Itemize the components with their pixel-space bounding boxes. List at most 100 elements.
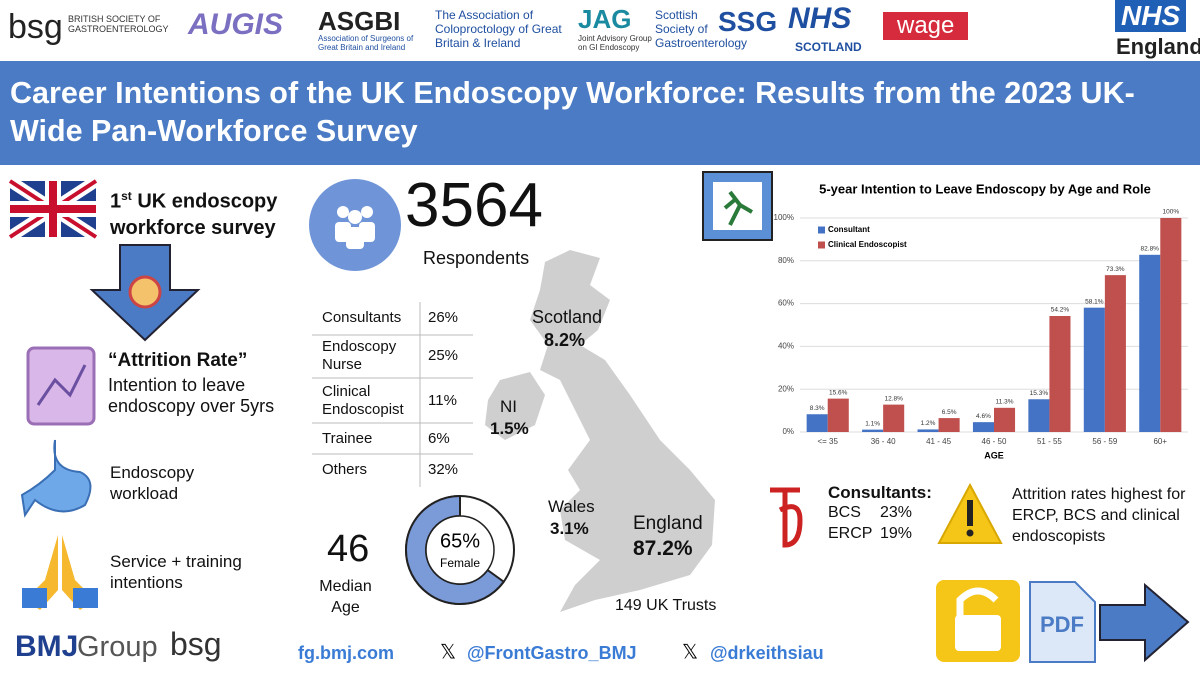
x-tick-label: 36 - 40 bbox=[871, 437, 896, 446]
value-label: 1.1% bbox=[865, 420, 880, 427]
role: Trainee bbox=[322, 430, 373, 447]
trusts: 149 UK Trusts bbox=[615, 597, 717, 614]
people-icon bbox=[309, 179, 401, 271]
value-label: 1.2% bbox=[921, 420, 936, 427]
region: NI bbox=[500, 397, 517, 416]
workload: Endoscopy workload bbox=[110, 463, 195, 503]
donut-label: Female bbox=[440, 556, 480, 570]
bsg-logo: bsg bbox=[170, 626, 222, 662]
procedure-share: 19% bbox=[880, 525, 913, 542]
role-share: 26% bbox=[428, 309, 459, 326]
sleeve bbox=[73, 588, 98, 608]
region-share: 3.1% bbox=[550, 519, 589, 538]
bar bbox=[1049, 316, 1071, 432]
median-age-label: Median Age bbox=[319, 578, 372, 616]
intentions: Service + training intentions bbox=[110, 552, 242, 592]
value-label: 12.8% bbox=[884, 395, 903, 402]
attrition-title: “Attrition Rate” bbox=[108, 350, 248, 371]
donut-chart: 65% Female bbox=[405, 494, 515, 605]
pdf-label: PDF bbox=[1040, 612, 1084, 637]
value-label: 11.3% bbox=[996, 399, 1014, 406]
value-label: 6.5% bbox=[942, 409, 957, 416]
logo: NHS bbox=[1115, 0, 1187, 32]
value-label: 15.3% bbox=[1030, 390, 1049, 397]
bar bbox=[806, 414, 828, 432]
pdf-icon bbox=[1029, 581, 1096, 663]
map-gb bbox=[530, 250, 715, 612]
legend-label: Consultant bbox=[828, 225, 870, 234]
x-icon: 𝕏 bbox=[682, 641, 698, 663]
bar bbox=[1160, 218, 1182, 432]
role-share: 32% bbox=[428, 461, 459, 478]
role: Clinical Endoscopist bbox=[322, 383, 404, 418]
region: Wales bbox=[548, 497, 595, 516]
bar bbox=[938, 418, 960, 432]
role-share: 25% bbox=[428, 347, 459, 364]
link[interactable]: @drkeithsiau bbox=[710, 643, 824, 663]
bar bbox=[883, 404, 905, 432]
x-tick-label: 56 - 59 bbox=[1092, 437, 1117, 446]
x-tick-label: 51 - 55 bbox=[1037, 437, 1062, 446]
logo: SSG bbox=[718, 6, 778, 37]
endoscope-icon bbox=[770, 487, 803, 548]
y-tick-label: 100% bbox=[774, 213, 794, 222]
respondents-label: Respondents bbox=[423, 248, 530, 268]
logo-text: Association of Surgeons of Great Britain… bbox=[318, 34, 414, 52]
donut-value: 65% bbox=[440, 530, 480, 552]
logo-text: Joint Advisory Group on GI Endoscopy bbox=[578, 34, 652, 52]
target-icon bbox=[128, 275, 162, 309]
procedure-share: 23% bbox=[880, 504, 913, 521]
bar bbox=[994, 407, 1016, 432]
logo: bsg bbox=[8, 8, 63, 46]
x-tick-label: 46 - 50 bbox=[982, 437, 1007, 446]
stomach-icon bbox=[20, 439, 92, 518]
x-axis-label: AGE bbox=[984, 450, 1004, 460]
value-label: 100% bbox=[1163, 209, 1180, 216]
bmj-logo: Group bbox=[77, 631, 158, 663]
role: Endoscopy Nurse bbox=[322, 338, 397, 373]
legend-swatch bbox=[818, 241, 825, 249]
role-share: 6% bbox=[428, 430, 450, 447]
x-icon: 𝕏 bbox=[440, 641, 456, 663]
logo: SCOTLAND bbox=[795, 40, 862, 54]
x-tick-label: <= 35 bbox=[817, 437, 838, 446]
consultants-title: Consultants: bbox=[828, 483, 932, 502]
value-label: 4.6% bbox=[976, 413, 991, 420]
intro-sup: st bbox=[121, 189, 132, 203]
y-tick-label: 0% bbox=[782, 427, 794, 436]
logo-text: Scottish Society of Gastroenterology bbox=[655, 8, 748, 50]
x-tick-label: 60+ bbox=[1153, 437, 1167, 446]
logo: England bbox=[1116, 34, 1200, 59]
bar-chart: 5-year Intention to Leave Endoscopy by A… bbox=[774, 181, 1188, 460]
region: England bbox=[633, 513, 703, 534]
link[interactable]: fg.bmj.com bbox=[298, 643, 395, 663]
map-ireland bbox=[485, 372, 545, 440]
bar bbox=[1104, 275, 1126, 432]
exit-figure bbox=[723, 190, 754, 226]
y-tick-label: 20% bbox=[778, 384, 794, 393]
bar bbox=[972, 422, 994, 432]
procedure: BCS bbox=[828, 504, 861, 521]
logo: AUGIS bbox=[188, 8, 284, 41]
bar bbox=[1139, 254, 1161, 432]
value-label: 8.3% bbox=[810, 405, 825, 412]
link[interactable]: @FrontGastro_BMJ bbox=[467, 643, 637, 663]
logo-text: BRITISH SOCIETY OF GASTROENTEROLOGY bbox=[68, 14, 169, 34]
donut-hole bbox=[425, 515, 495, 585]
x-tick-label: 41 - 45 bbox=[926, 437, 951, 446]
title-band bbox=[0, 61, 1200, 165]
legend-swatch bbox=[818, 226, 825, 234]
attrition-note: Attrition rates highest for ERCP, BCS an… bbox=[1012, 486, 1186, 545]
intro: 1st UK endoscopy workforce survey bbox=[110, 183, 290, 241]
intro-num: 1 bbox=[110, 190, 122, 213]
attrition-text: Intention to leave endoscopy over 5yrs bbox=[108, 375, 275, 416]
role-share: 11% bbox=[428, 392, 457, 409]
bar bbox=[1083, 307, 1105, 432]
lock-shackle bbox=[956, 587, 999, 618]
median-age: 46 bbox=[327, 528, 370, 570]
legend-label: Clinical Endoscopist bbox=[828, 240, 907, 249]
bar bbox=[862, 429, 884, 432]
table-lines bbox=[312, 302, 473, 487]
